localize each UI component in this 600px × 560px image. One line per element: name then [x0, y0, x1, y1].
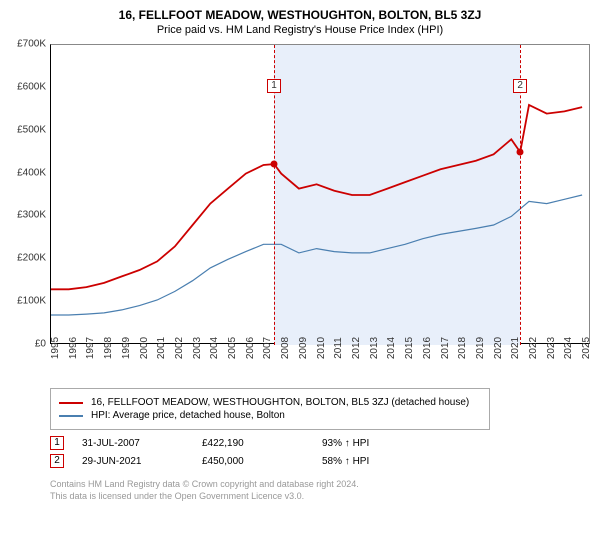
- x-tick-label: 2015: [404, 337, 415, 359]
- x-tick-label: 1995: [50, 337, 61, 359]
- x-tick-label: 2017: [440, 337, 451, 359]
- y-tick-label: £0: [35, 339, 46, 350]
- sales-table: 1 31-JUL-2007£422,19093% ↑ HPI 2 29-JUN-202…: [50, 436, 590, 468]
- x-tick-label: 2023: [546, 337, 557, 359]
- x-tick-label: 2012: [351, 337, 362, 359]
- sale-marker-box: 1: [267, 79, 281, 93]
- legend-swatch: [59, 402, 83, 404]
- x-tick-label: 1997: [85, 337, 96, 359]
- y-tick-label: £500K: [17, 124, 46, 135]
- sale-marker-icon: 1: [50, 436, 64, 450]
- y-tick-label: £200K: [17, 253, 46, 264]
- series-property: [51, 105, 582, 289]
- x-tick-label: 2024: [563, 337, 574, 359]
- x-tick-label: 2005: [227, 337, 238, 359]
- x-tick-label: 2010: [316, 337, 327, 359]
- x-tick-label: 2002: [174, 337, 185, 359]
- sale-dot: [517, 149, 524, 156]
- legend-swatch: [59, 415, 83, 417]
- sale-date: 29-JUN-2021: [82, 456, 202, 467]
- sale-marker-box: 2: [513, 79, 527, 93]
- x-tick-label: 2025: [581, 337, 592, 359]
- x-tick-label: 1999: [121, 337, 132, 359]
- series-hpi: [51, 195, 582, 315]
- x-tick-label: 2007: [262, 337, 273, 359]
- y-tick-label: £400K: [17, 167, 46, 178]
- chart-container: 16, FELLFOOT MEADOW, WESTHOUGHTON, BOLTO…: [0, 0, 600, 510]
- plot-area: 12: [50, 44, 590, 344]
- x-tick-label: 2011: [333, 337, 344, 359]
- y-tick-label: £700K: [17, 39, 46, 50]
- x-tick-label: 1998: [103, 337, 114, 359]
- y-axis: £0£100K£200K£300K£400K£500K£600K£700K: [10, 44, 50, 344]
- x-tick-label: 2006: [245, 337, 256, 359]
- x-tick-label: 2014: [386, 337, 397, 359]
- y-tick-label: £100K: [17, 296, 46, 307]
- x-tick-label: 2008: [280, 337, 291, 359]
- sale-price: £422,190: [202, 438, 322, 449]
- sale-marker-icon: 2: [50, 454, 64, 468]
- sale-date: 31-JUL-2007: [82, 438, 202, 449]
- sale-pct: 93% ↑ HPI: [322, 438, 442, 449]
- footer-line2: This data is licensed under the Open Gov…: [50, 490, 590, 502]
- x-tick-label: 2020: [493, 337, 504, 359]
- x-tick-label: 2001: [156, 337, 167, 359]
- x-tick-label: 2003: [192, 337, 203, 359]
- chart-area: £0£100K£200K£300K£400K£500K£600K£700K 12…: [10, 44, 590, 384]
- sale-row: 2 29-JUN-2021£450,00058% ↑ HPI: [50, 454, 590, 468]
- x-tick-label: 2013: [369, 337, 380, 359]
- legend: 16, FELLFOOT MEADOW, WESTHOUGHTON, BOLTO…: [50, 388, 490, 430]
- sale-dot: [271, 161, 278, 168]
- legend-label: HPI: Average price, detached house, Bolt…: [91, 410, 285, 421]
- sale-row: 1 31-JUL-2007£422,19093% ↑ HPI: [50, 436, 590, 450]
- legend-label: 16, FELLFOOT MEADOW, WESTHOUGHTON, BOLTO…: [91, 397, 469, 408]
- chart-title: 16, FELLFOOT MEADOW, WESTHOUGHTON, BOLTO…: [10, 8, 590, 22]
- x-tick-label: 2004: [209, 337, 220, 359]
- legend-item: 16, FELLFOOT MEADOW, WESTHOUGHTON, BOLTO…: [59, 397, 481, 408]
- footer-line1: Contains HM Land Registry data © Crown c…: [50, 478, 590, 490]
- chart-subtitle: Price paid vs. HM Land Registry's House …: [10, 24, 590, 36]
- x-tick-label: 2018: [457, 337, 468, 359]
- legend-item: HPI: Average price, detached house, Bolt…: [59, 410, 481, 421]
- x-tick-label: 2009: [298, 337, 309, 359]
- sale-pct: 58% ↑ HPI: [322, 456, 442, 467]
- line-series: [51, 45, 591, 345]
- footer: Contains HM Land Registry data © Crown c…: [50, 478, 590, 502]
- x-tick-label: 2021: [510, 337, 521, 359]
- x-tick-label: 2019: [475, 337, 486, 359]
- y-tick-label: £300K: [17, 210, 46, 221]
- x-tick-label: 2016: [422, 337, 433, 359]
- y-tick-label: £600K: [17, 81, 46, 92]
- x-tick-label: 1996: [68, 337, 79, 359]
- sale-price: £450,000: [202, 456, 322, 467]
- x-axis: 1995199619971998199920002001200220032004…: [50, 344, 590, 384]
- x-tick-label: 2000: [139, 337, 150, 359]
- x-tick-label: 2022: [528, 337, 539, 359]
